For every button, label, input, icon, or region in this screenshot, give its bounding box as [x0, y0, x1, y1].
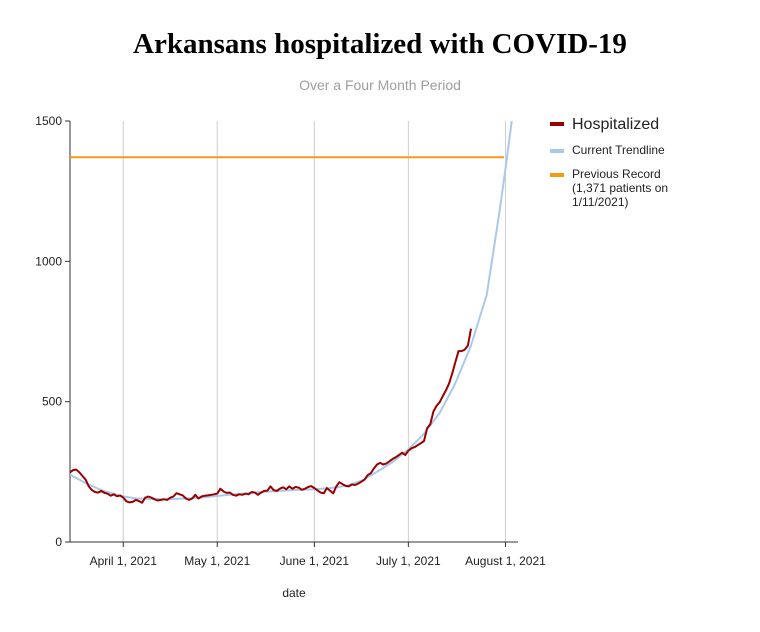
legend-label-hospitalized: Hospitalized: [572, 116, 660, 133]
x-tick-label: May 1, 2021: [184, 554, 250, 568]
y-tick-label: 1000: [35, 254, 62, 268]
chart-title: Arkansans hospitalized with COVID-19: [133, 28, 627, 60]
y-tick-label: 500: [42, 395, 62, 409]
y-tick-label: 0: [55, 535, 62, 549]
x-tick-label: April 1, 2021: [90, 554, 158, 568]
legend-item-trendline: Current Trendline: [550, 143, 750, 157]
chart-legend: Hospitalized Current Trendline Previous …: [550, 116, 750, 219]
legend-swatch-trendline: [550, 149, 564, 153]
legend-swatch-hospitalized: [550, 122, 564, 126]
x-tick-label: August 1, 2021: [465, 554, 546, 568]
trendline-series: [70, 121, 513, 501]
legend-item-hospitalized: Hospitalized: [550, 116, 750, 133]
x-axis-label: date: [282, 586, 306, 600]
legend-swatch-previous-record: [550, 173, 564, 177]
y-tick-label: 1500: [35, 114, 62, 128]
legend-label-previous-record: Previous Record (1,371 patients on 1/11/…: [572, 167, 669, 209]
legend-label-trendline: Current Trendline: [572, 143, 665, 157]
chart-subtitle: Over a Four Month Period: [299, 77, 461, 93]
legend-item-previous-record: Previous Record (1,371 patients on 1/11/…: [550, 167, 750, 209]
x-tick-label: July 1, 2021: [376, 554, 441, 568]
hospitalized-series: [69, 328, 472, 504]
x-tick-label: June 1, 2021: [280, 554, 350, 568]
